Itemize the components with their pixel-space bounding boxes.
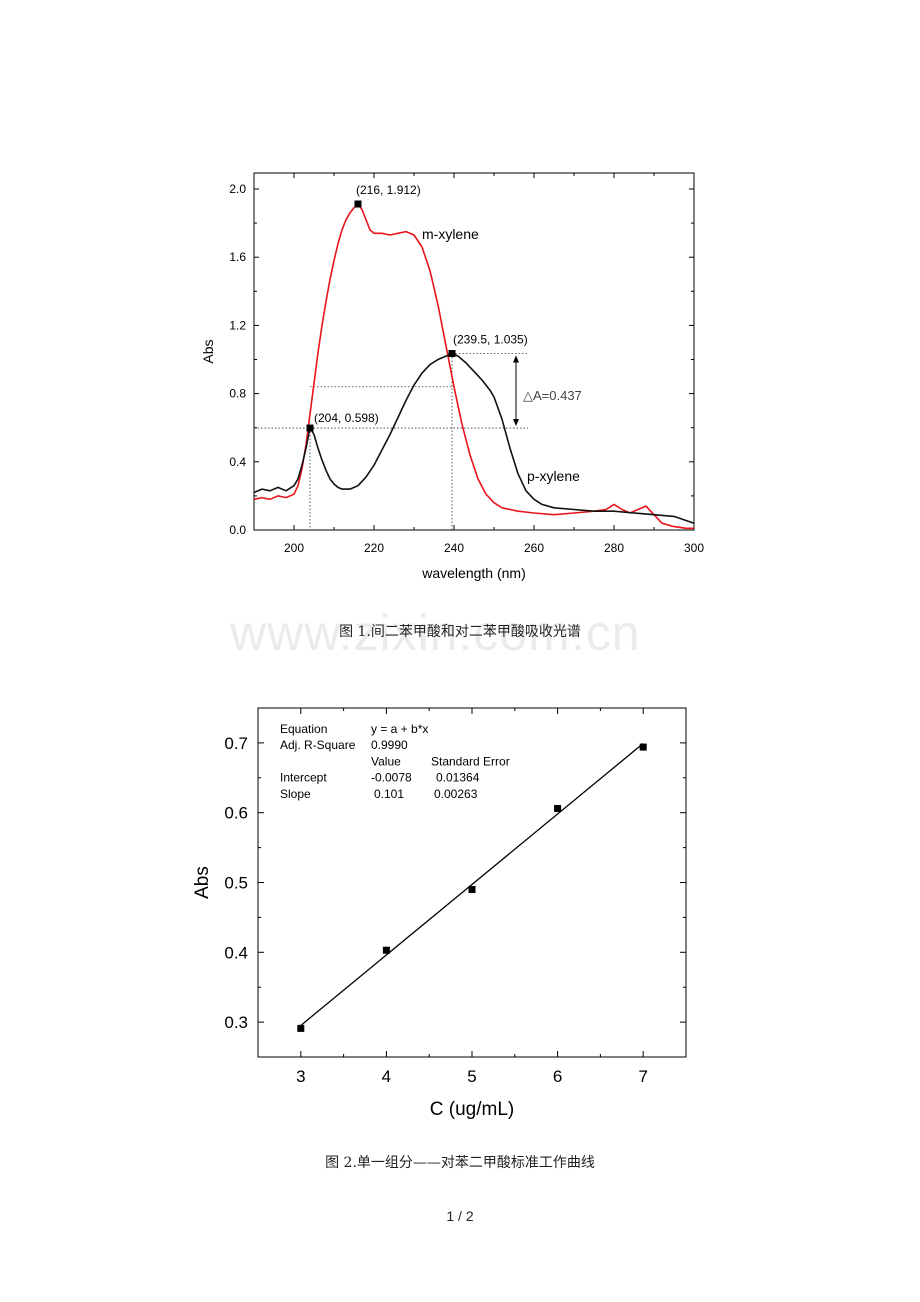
data-marker — [354, 200, 362, 208]
fit-table-cell: -0.0078 — [371, 771, 412, 785]
x-tick-label: 4 — [382, 1067, 391, 1086]
fit-table-cell: Intercept — [280, 771, 327, 785]
fit-table-cell: 0.101 — [374, 787, 404, 801]
watermark: www.zixin.com.cn — [230, 605, 641, 661]
y-tick-label: 0.6 — [224, 804, 248, 823]
fit-line — [300, 742, 644, 1026]
series-line-m-xylene — [253, 203, 694, 530]
x-tick-label: 200 — [284, 541, 304, 555]
y-tick-label: 0.4 — [224, 943, 248, 962]
x-axis-label: C (ug/mL) — [430, 1099, 514, 1120]
x-tick-label: 280 — [604, 541, 624, 555]
fit-table-cell: 0.9990 — [371, 738, 408, 752]
fit-table-cell: 0.01364 — [436, 771, 480, 785]
fit-table-cell: Adj. R-Square — [280, 738, 356, 752]
fit-table-cell: y = a + b*x — [371, 722, 428, 736]
delta-arrow-head-up — [513, 355, 519, 363]
y-tick-label: 0.0 — [229, 523, 246, 537]
y-axis-label: Abs — [192, 866, 213, 899]
marker-label: (216, 1.912) — [356, 183, 421, 197]
fit-table-cell: Value — [371, 754, 401, 768]
page-indicator: 1 / 2 — [446, 1208, 474, 1224]
fit-table-cell: Standard Error — [431, 754, 510, 768]
data-point — [382, 946, 390, 954]
x-tick-label: 7 — [638, 1067, 647, 1086]
y-axis-label: Abs — [200, 339, 216, 363]
figure-1-caption: 图 1.间二苯甲酸和对二苯甲酸吸收光谱 — [339, 624, 581, 640]
data-point — [554, 805, 562, 813]
fit-table-cell: Equation — [280, 722, 327, 736]
data-marker — [448, 350, 456, 358]
data-point — [468, 885, 476, 893]
delta-a-annotation: △A=0.437 — [523, 388, 582, 403]
y-tick-label: 0.7 — [224, 734, 248, 753]
x-tick-label: 5 — [467, 1067, 476, 1086]
y-tick-label: 0.8 — [229, 387, 246, 401]
x-axis-label: wavelength (nm) — [421, 565, 526, 581]
fit-table-cell: 0.00263 — [434, 787, 478, 801]
series-label-m-xylene: m-xylene — [422, 226, 479, 242]
y-tick-label: 0.4 — [229, 455, 246, 469]
x-tick-label: 3 — [296, 1067, 305, 1086]
y-tick-label: 1.6 — [229, 250, 246, 264]
delta-arrow-head-down — [513, 419, 519, 427]
data-point — [639, 743, 647, 751]
absorption-spectrum-chart: 200 220 240 260 280 300 0.0 0.4 0.8 1.2 1.6 2.0 wave… — [200, 172, 704, 581]
x-tick-label: 220 — [364, 541, 384, 555]
series-label-p-xylene: p-xylene — [527, 468, 580, 484]
figure-2-caption: 图 2.单一组分——对苯二甲酸标准工作曲线 — [325, 1155, 595, 1171]
y-tick-label: 0.3 — [224, 1013, 248, 1032]
marker-label: (239.5, 1.035) — [453, 333, 528, 347]
fit-table-cell: Slope — [280, 787, 311, 801]
marker-label: (204, 0.598) — [314, 411, 379, 425]
y-tick-label: 1.2 — [229, 318, 246, 332]
data-point — [297, 1024, 305, 1032]
plot-frame — [253, 172, 695, 531]
series-line-p-xylene — [253, 352, 695, 524]
data-marker — [306, 424, 314, 432]
y-tick-label: 0.5 — [224, 874, 248, 893]
x-tick-label: 300 — [684, 541, 704, 555]
x-tick-label: 260 — [524, 541, 544, 555]
x-tick-label: 240 — [444, 541, 464, 555]
x-tick-label: 6 — [553, 1067, 562, 1086]
y-tick-label: 2.0 — [229, 182, 246, 196]
